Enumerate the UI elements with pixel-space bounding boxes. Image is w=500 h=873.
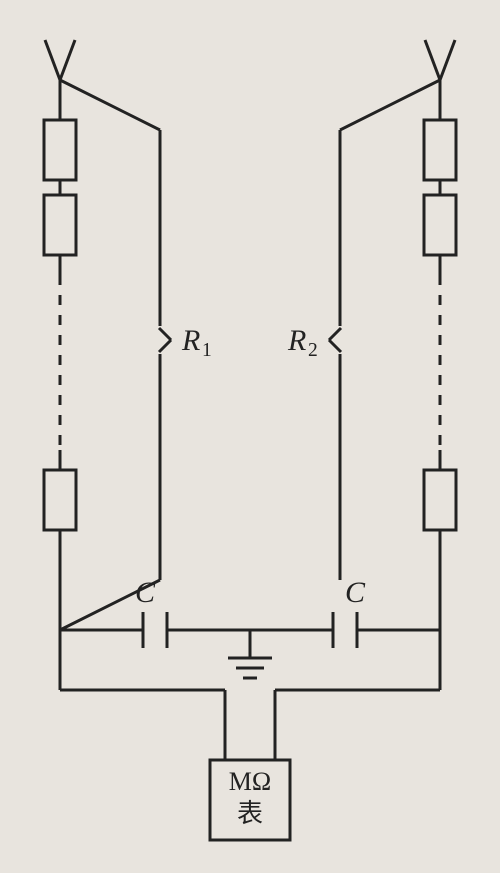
svg-text:R: R: [181, 324, 200, 357]
svg-text:1: 1: [202, 340, 212, 361]
svg-text:MΩ: MΩ: [229, 767, 271, 796]
svg-text:C: C: [135, 576, 156, 609]
svg-text:C: C: [345, 576, 366, 609]
svg-text:R: R: [287, 324, 306, 357]
circuit-diagram: R1R2CCMΩ表: [0, 0, 500, 873]
svg-text:2: 2: [308, 340, 318, 361]
svg-text:表: 表: [237, 799, 263, 828]
